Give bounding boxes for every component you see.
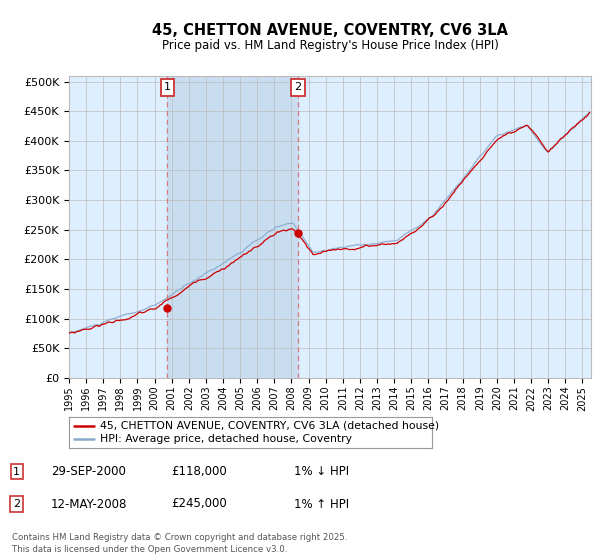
Text: 45, CHETTON AVENUE, COVENTRY, CV6 3LA: 45, CHETTON AVENUE, COVENTRY, CV6 3LA [152, 24, 508, 38]
Text: 12-MAY-2008: 12-MAY-2008 [51, 497, 127, 511]
Text: 1: 1 [164, 82, 171, 92]
Text: £245,000: £245,000 [171, 497, 227, 511]
Bar [167, 76, 298, 378]
Text: 2: 2 [294, 82, 301, 92]
Text: 45, CHETTON AVENUE, COVENTRY, CV6 3LA (detached house): 45, CHETTON AVENUE, COVENTRY, CV6 3LA (d… [100, 421, 439, 431]
Text: Price paid vs. HM Land Registry's House Price Index (HPI): Price paid vs. HM Land Registry's House … [161, 39, 499, 53]
Text: 1% ↑ HPI: 1% ↑ HPI [294, 497, 349, 511]
Text: 29-SEP-2000: 29-SEP-2000 [51, 465, 126, 478]
Text: 2: 2 [13, 499, 20, 509]
Text: Contains HM Land Registry data © Crown copyright and database right 2025.
This d: Contains HM Land Registry data © Crown c… [12, 533, 347, 554]
Text: 1% ↓ HPI: 1% ↓ HPI [294, 465, 349, 478]
Text: 1: 1 [13, 466, 20, 477]
Text: HPI: Average price, detached house, Coventry: HPI: Average price, detached house, Cove… [100, 435, 352, 445]
Text: £118,000: £118,000 [171, 465, 227, 478]
